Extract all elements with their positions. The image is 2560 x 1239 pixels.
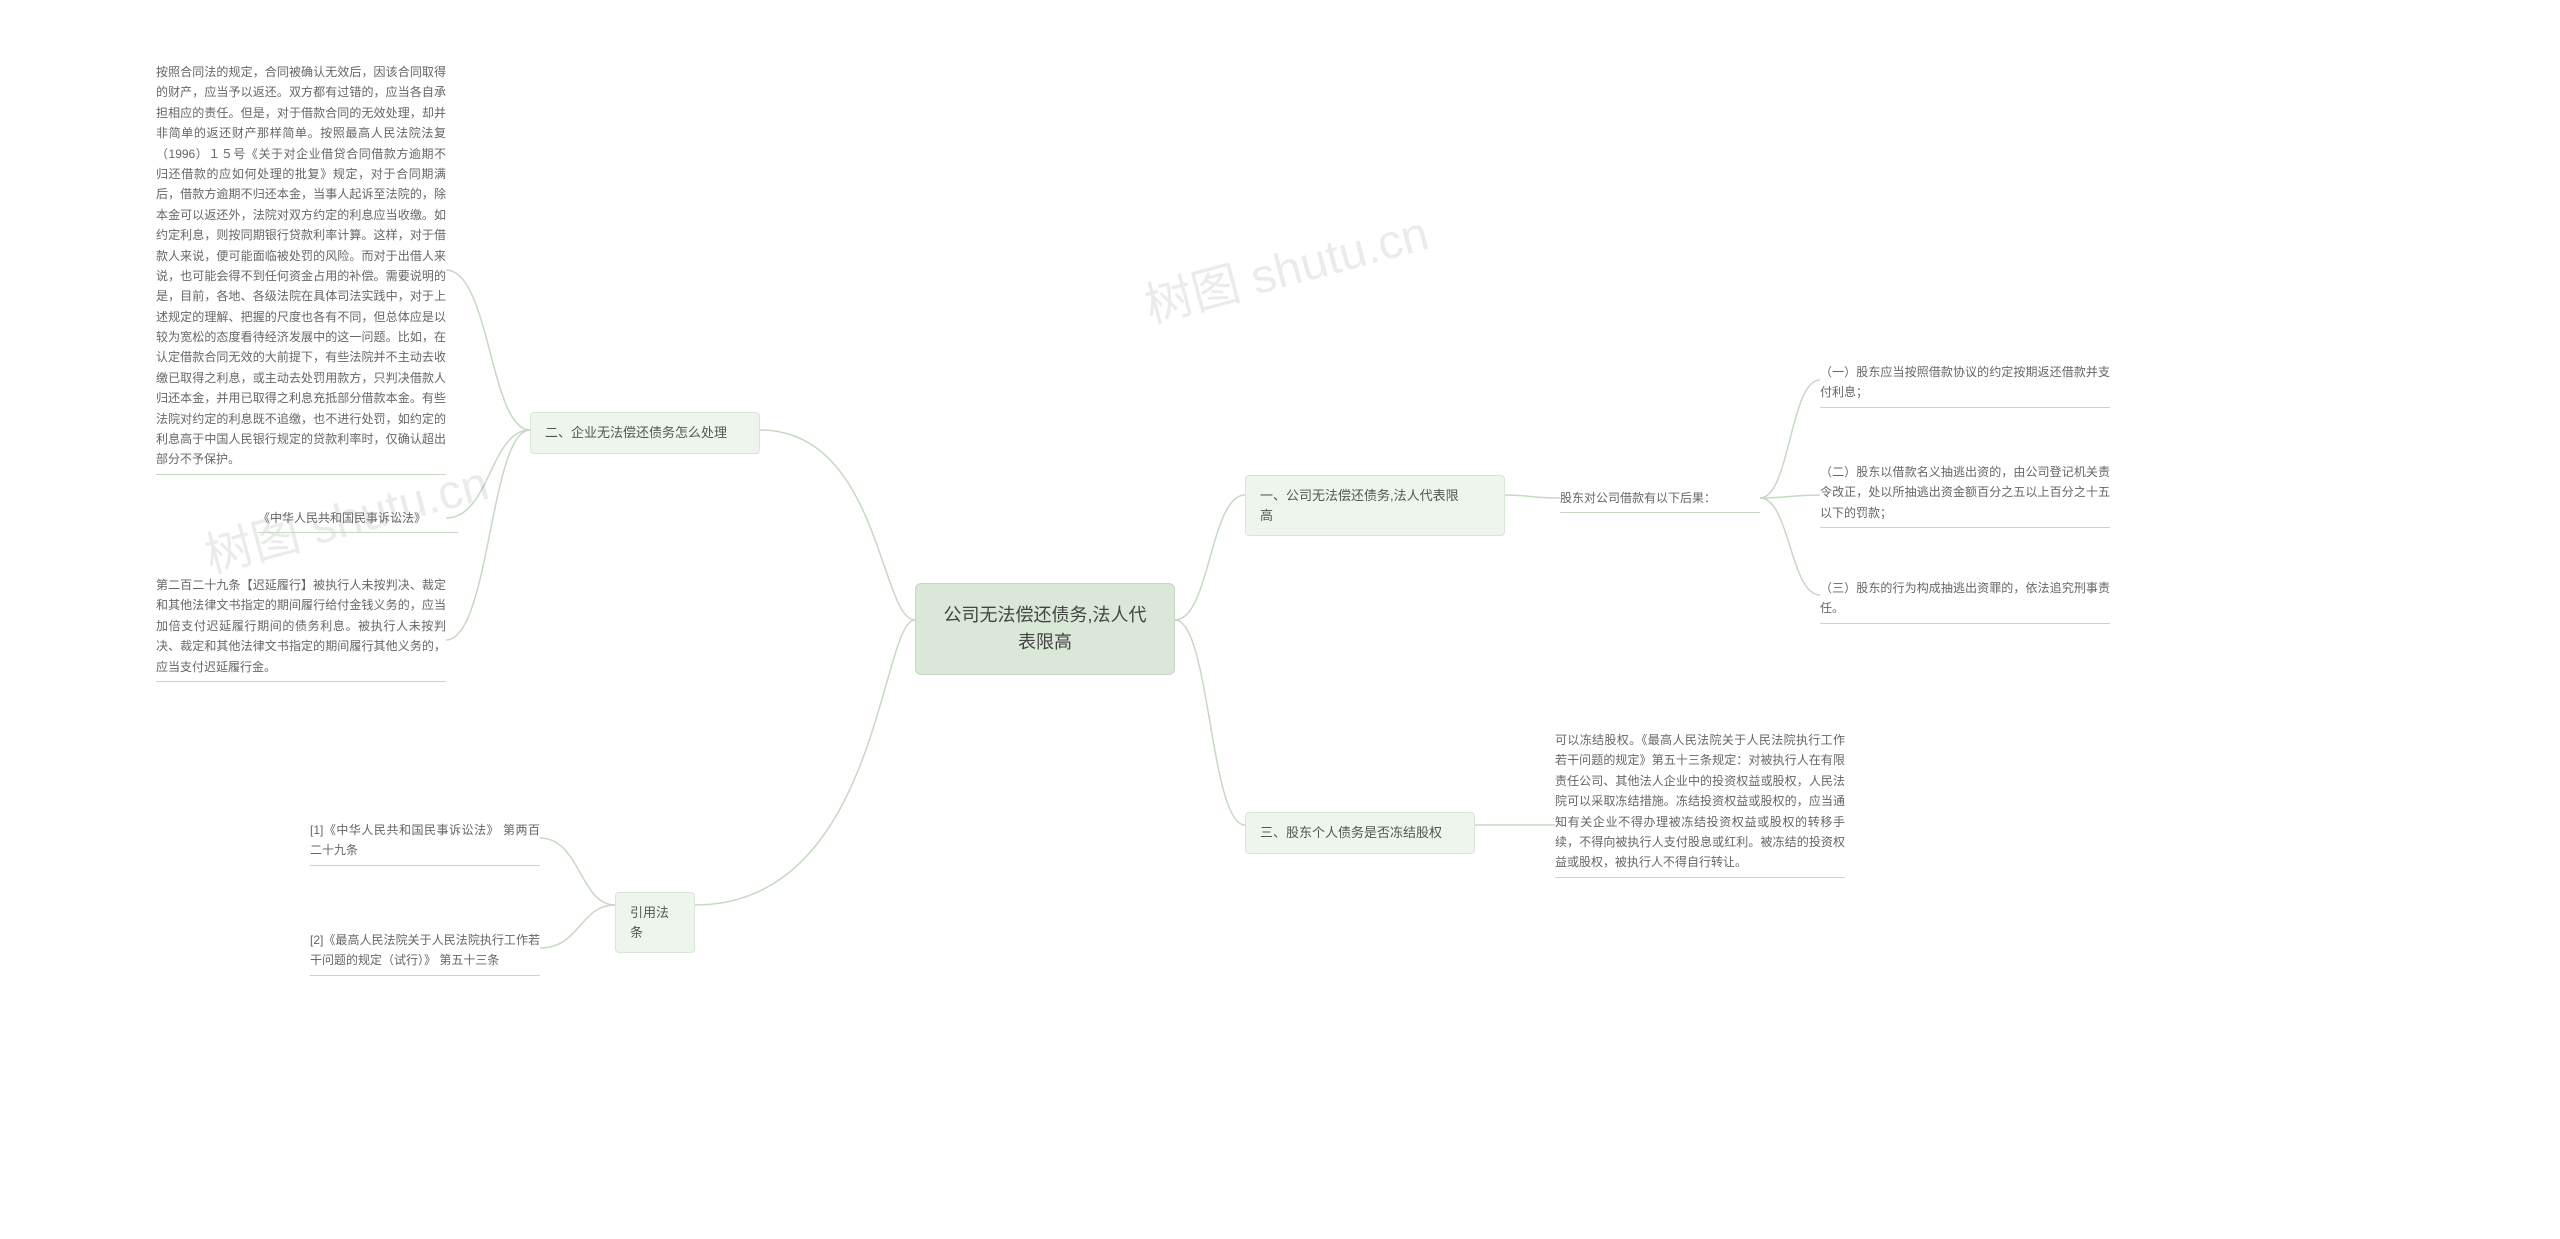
leaf-consequence-3: （三）股东的行为构成抽逃出资罪的，依法追究刑事责任。 <box>1820 578 2110 624</box>
branch-section-1: 一、公司无法偿还债务,法人代表限高 <box>1245 475 1505 536</box>
branch-section-3: 三、股东个人债务是否冻结股权 <box>1245 812 1475 854</box>
leaf-ref-1: [1]《中华人民共和国民事诉讼法》 第两百二十九条 <box>310 820 540 866</box>
leaf-consequence-1: （一）股东应当按照借款协议的约定按期返还借款并支付利息； <box>1820 362 2110 408</box>
leaf-article-229: 第二百二十九条【迟延履行】被执行人未按判决、裁定和其他法律文书指定的期间履行给付… <box>156 575 446 682</box>
leaf-freeze-equity: 可以冻结股权。《最高人民法院关于人民法院执行工作若干问题的规定》第五十三条规定：… <box>1555 730 1845 878</box>
watermark-2: 树图 shutu.cn <box>1136 194 1435 337</box>
leaf-shareholders-consequences: 股东对公司借款有以下后果： <box>1560 488 1760 513</box>
root-node: 公司无法偿还债务,法人代表限高 <box>915 583 1175 675</box>
leaf-consequence-2: （二）股东以借款名义抽逃出资的，由公司登记机关责令改正，处以所抽逃出资金额百分之… <box>1820 462 2110 528</box>
leaf-ref-2: [2]《最高人民法院关于人民法院执行工作若干问题的规定（试行）》 第五十三条 <box>310 930 540 976</box>
branch-references: 引用法条 <box>615 892 695 953</box>
leaf-contract-law: 按照合同法的规定，合同被确认无效后，因该合同取得的财产，应当予以返还。双方都有过… <box>156 62 446 475</box>
leaf-civil-procedure: 《中华人民共和国民事诉讼法》 <box>258 508 458 533</box>
branch-section-2: 二、企业无法偿还债务怎么处理 <box>530 412 760 454</box>
